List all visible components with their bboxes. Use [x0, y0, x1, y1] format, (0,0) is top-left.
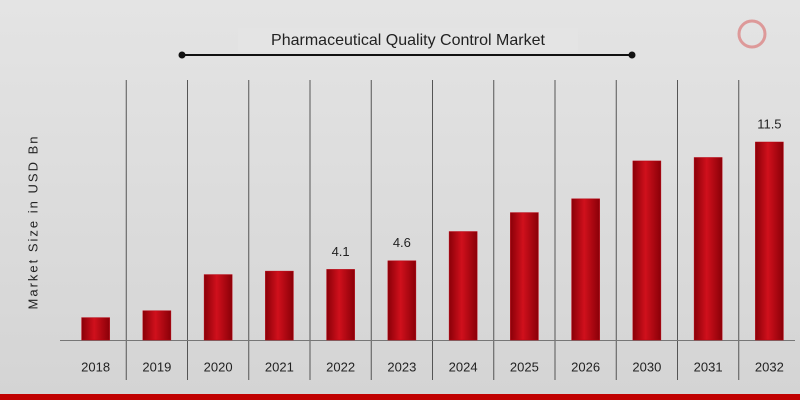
x-tick-label: 2024	[449, 359, 478, 374]
x-tick-label: 2022	[326, 359, 355, 374]
bottom-strip	[0, 394, 800, 400]
bar	[448, 231, 478, 341]
x-tick-label: 2020	[204, 359, 233, 374]
bar	[693, 157, 723, 341]
x-tick-label: 2018	[81, 359, 110, 374]
data-label: 4.1	[332, 244, 350, 259]
x-tick-label: 2031	[694, 359, 723, 374]
bar	[755, 141, 784, 341]
bar	[510, 212, 539, 341]
bar	[265, 270, 294, 341]
x-tick-label: 2026	[571, 359, 600, 374]
logo	[737, 19, 767, 49]
title-dot	[628, 51, 636, 59]
chart-title: Pharmaceutical Quality Control Market	[271, 32, 545, 49]
bar	[142, 310, 172, 341]
data-label: 4.6	[393, 235, 411, 250]
y-axis-label: Market Size in USD Bn	[25, 135, 40, 310]
x-tick-label: 2032	[755, 359, 784, 374]
bar	[571, 198, 600, 341]
x-tick-label: 2021	[265, 359, 294, 374]
bar	[81, 317, 110, 341]
x-tick-label: 2023	[387, 359, 416, 374]
x-tick-label: 2025	[510, 359, 539, 374]
title-dot	[178, 51, 186, 59]
bar	[326, 269, 355, 341]
bar	[203, 274, 233, 341]
bar	[387, 260, 417, 341]
bar	[632, 160, 662, 341]
title-backdrop	[238, 28, 578, 52]
data-label: 11.5	[757, 116, 781, 131]
x-tick-label: 2030	[632, 359, 661, 374]
x-tick-label: 2019	[142, 359, 171, 374]
